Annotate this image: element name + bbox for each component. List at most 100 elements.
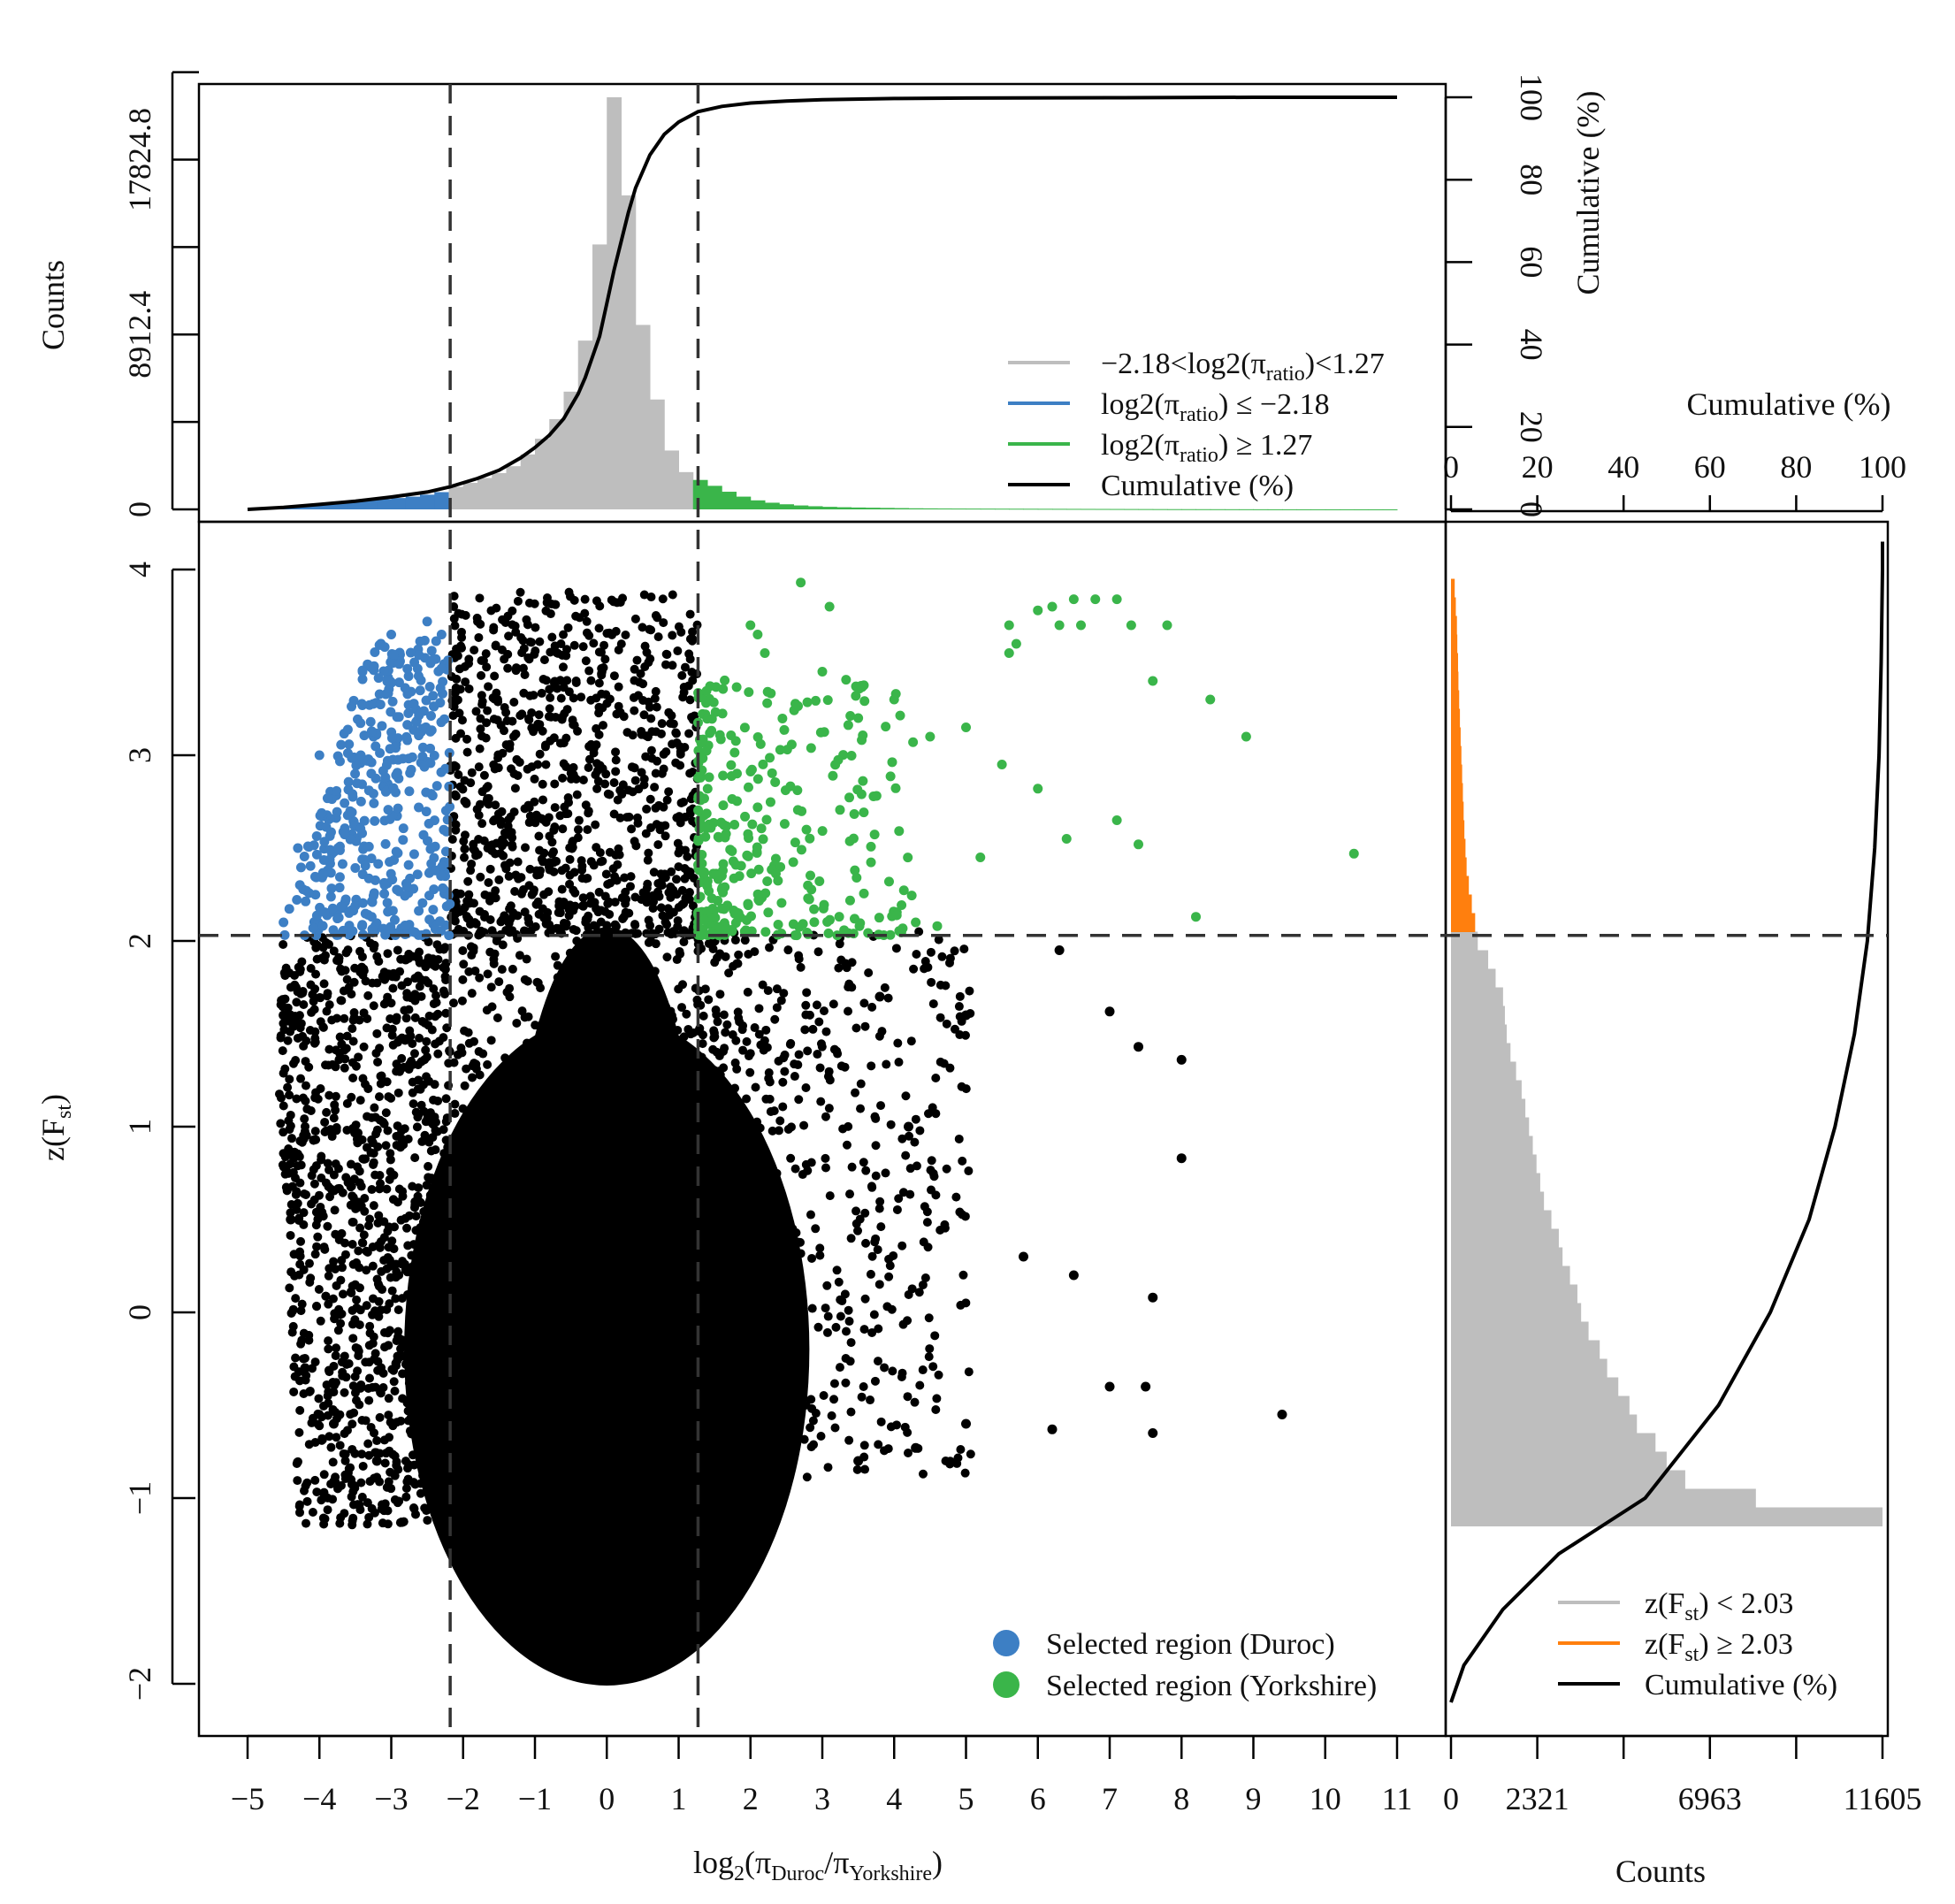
data-point xyxy=(335,1032,345,1042)
data-point xyxy=(964,1367,974,1377)
data-point xyxy=(461,1372,470,1381)
right-histogram-bar xyxy=(1451,950,1489,969)
right-histogram-bar xyxy=(1451,987,1503,1006)
data-point xyxy=(847,958,857,967)
data-point xyxy=(348,1217,358,1227)
data-point xyxy=(874,1280,884,1289)
data-point xyxy=(742,1036,752,1046)
data-point xyxy=(279,1010,289,1021)
data-point xyxy=(457,1048,467,1058)
legend-text: z(F xyxy=(1645,1628,1684,1661)
duroc-point xyxy=(387,696,398,707)
duroc-point xyxy=(370,815,380,826)
data-point xyxy=(752,1361,762,1371)
data-point xyxy=(821,1163,830,1173)
data-point xyxy=(413,1191,423,1201)
duroc-point xyxy=(424,891,434,901)
data-point xyxy=(688,627,698,637)
data-point xyxy=(380,1342,390,1352)
data-point xyxy=(520,1436,530,1446)
data-point xyxy=(334,1183,344,1193)
data-point xyxy=(348,1073,358,1082)
data-point xyxy=(561,863,570,873)
data-point xyxy=(293,1476,302,1486)
data-point xyxy=(574,1070,584,1080)
data-point xyxy=(821,1112,830,1121)
yorkshire-point xyxy=(868,791,879,801)
duroc-point xyxy=(405,647,416,658)
yorkshire-point xyxy=(845,711,856,722)
data-point xyxy=(369,1158,378,1167)
data-point xyxy=(331,1477,340,1487)
data-point xyxy=(694,1380,704,1389)
data-point xyxy=(911,1442,921,1453)
data-point xyxy=(431,990,441,1000)
data-point xyxy=(722,1240,732,1250)
data-point xyxy=(283,1003,293,1013)
data-point xyxy=(811,1409,821,1418)
data-point xyxy=(509,1424,519,1434)
data-point xyxy=(332,1433,341,1442)
data-point xyxy=(762,1043,772,1052)
data-point xyxy=(459,853,469,862)
data-point xyxy=(296,1236,306,1246)
data-point xyxy=(621,630,630,639)
yorkshire-point xyxy=(729,747,740,758)
duroc-point xyxy=(318,869,329,880)
data-point xyxy=(754,1004,764,1013)
data-point xyxy=(794,1237,804,1247)
duroc-point xyxy=(344,907,355,918)
data-point xyxy=(424,1173,433,1182)
data-point xyxy=(722,1098,732,1108)
xlabel-text: ( xyxy=(745,1845,755,1880)
data-point xyxy=(312,1301,322,1311)
data-point xyxy=(337,1039,347,1049)
data-point xyxy=(611,1016,621,1026)
data-point xyxy=(417,1273,427,1282)
data-point xyxy=(299,1000,309,1010)
data-point xyxy=(573,825,583,835)
data-point xyxy=(705,1229,714,1239)
data-point xyxy=(642,1074,652,1084)
top-histogram-bar xyxy=(1368,508,1384,510)
data-point xyxy=(433,1212,443,1221)
duroc-point xyxy=(325,868,336,878)
top-histogram-bar xyxy=(363,500,378,509)
duroc-point xyxy=(424,681,435,692)
data-point xyxy=(448,711,458,721)
data-point xyxy=(441,1470,451,1480)
data-point xyxy=(664,707,674,717)
data-point xyxy=(922,1218,932,1227)
right-legend-label: z(Fst) < 2.03 xyxy=(1645,1587,1793,1625)
right-histogram-bar xyxy=(1451,690,1460,709)
right-histogram-bar xyxy=(1451,857,1467,876)
data-point xyxy=(584,807,593,816)
data-point xyxy=(645,1197,655,1207)
right-legend-label: z(Fst) ≥ 2.03 xyxy=(1645,1628,1793,1666)
duroc-point xyxy=(366,912,377,922)
data-point xyxy=(514,1336,523,1346)
data-point xyxy=(1047,1424,1058,1434)
top-histogram-bar xyxy=(477,478,493,509)
data-point xyxy=(304,1062,314,1072)
data-point xyxy=(673,916,683,926)
top-histogram-bar xyxy=(1325,508,1340,510)
data-point xyxy=(891,944,901,953)
data-point xyxy=(363,1112,372,1121)
yorkshire-point xyxy=(718,800,729,811)
yorkshire-point xyxy=(770,776,781,787)
data-point xyxy=(373,1057,383,1067)
data-point xyxy=(654,1206,664,1216)
legend-subscript: st xyxy=(1684,1602,1699,1625)
data-point xyxy=(373,1142,383,1151)
legend-subscript: ratio xyxy=(1180,403,1218,426)
data-point xyxy=(616,639,626,649)
yorkshire-point xyxy=(702,784,713,794)
data-point xyxy=(319,1519,329,1529)
yorkshire-point xyxy=(801,824,812,835)
duroc-point xyxy=(294,880,305,891)
data-point xyxy=(524,881,534,891)
data-point xyxy=(958,1270,968,1280)
data-point xyxy=(745,1067,755,1077)
duroc-point xyxy=(334,883,345,893)
